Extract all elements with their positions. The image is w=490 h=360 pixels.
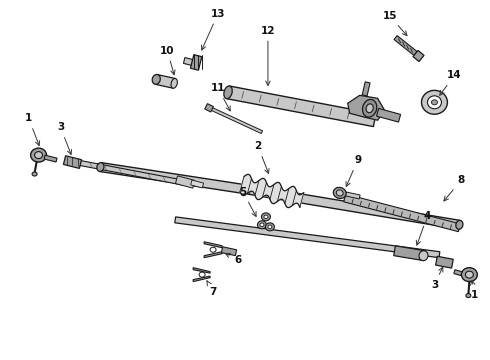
Ellipse shape [336, 190, 343, 196]
Text: 11: 11 [211, 84, 230, 111]
Ellipse shape [97, 163, 104, 171]
Bar [221, 247, 237, 256]
Bar [100, 163, 251, 194]
Ellipse shape [224, 86, 232, 99]
Polygon shape [193, 268, 210, 273]
Bar [436, 256, 453, 268]
Ellipse shape [421, 90, 447, 114]
Text: 14: 14 [440, 71, 462, 95]
Text: 10: 10 [160, 45, 175, 75]
Bar [80, 161, 186, 185]
Text: 3: 3 [57, 122, 72, 154]
Ellipse shape [462, 268, 477, 282]
Ellipse shape [260, 223, 264, 226]
Text: 13: 13 [201, 9, 225, 50]
Bar [155, 75, 175, 88]
Bar [345, 192, 360, 199]
Bar [249, 185, 460, 229]
Text: 5: 5 [240, 187, 256, 216]
Bar [343, 194, 461, 232]
Bar [175, 217, 440, 258]
Ellipse shape [171, 78, 177, 88]
Ellipse shape [427, 96, 441, 109]
Text: 4: 4 [416, 211, 431, 245]
Text: 7: 7 [207, 281, 217, 297]
Text: 3: 3 [431, 267, 443, 289]
Ellipse shape [366, 104, 373, 113]
Ellipse shape [32, 172, 37, 176]
Bar [207, 106, 263, 134]
Ellipse shape [419, 251, 428, 261]
Bar [394, 246, 425, 261]
Bar [454, 270, 462, 275]
Text: 12: 12 [261, 26, 275, 85]
Bar [394, 36, 417, 55]
Bar [63, 156, 81, 168]
Ellipse shape [35, 152, 43, 159]
Text: 6: 6 [225, 253, 242, 265]
Polygon shape [204, 242, 222, 248]
Text: 1: 1 [25, 113, 40, 145]
Ellipse shape [432, 100, 438, 105]
Polygon shape [348, 95, 385, 120]
Text: 9: 9 [346, 155, 361, 186]
Ellipse shape [264, 215, 268, 219]
Ellipse shape [199, 272, 205, 277]
Ellipse shape [210, 247, 216, 252]
Ellipse shape [333, 188, 346, 198]
Polygon shape [193, 276, 210, 282]
Bar [44, 155, 57, 162]
Ellipse shape [152, 75, 160, 84]
Ellipse shape [268, 225, 272, 229]
Ellipse shape [466, 271, 473, 278]
Bar [227, 86, 376, 127]
Ellipse shape [262, 213, 270, 221]
Bar [362, 82, 370, 96]
Ellipse shape [466, 293, 471, 298]
Bar [183, 58, 193, 66]
Ellipse shape [363, 99, 377, 117]
Bar [205, 104, 214, 112]
Ellipse shape [30, 148, 47, 162]
Text: 15: 15 [382, 11, 407, 36]
Text: 2: 2 [254, 141, 269, 174]
Text: 8: 8 [444, 175, 465, 201]
Polygon shape [204, 252, 222, 258]
Ellipse shape [257, 221, 267, 229]
Ellipse shape [266, 223, 274, 231]
Bar [377, 108, 401, 122]
Bar [175, 176, 195, 188]
Text: 1: 1 [470, 280, 478, 300]
Bar [413, 50, 424, 62]
Bar [191, 180, 203, 188]
Ellipse shape [456, 220, 463, 229]
Polygon shape [240, 174, 304, 208]
Bar [191, 55, 202, 70]
